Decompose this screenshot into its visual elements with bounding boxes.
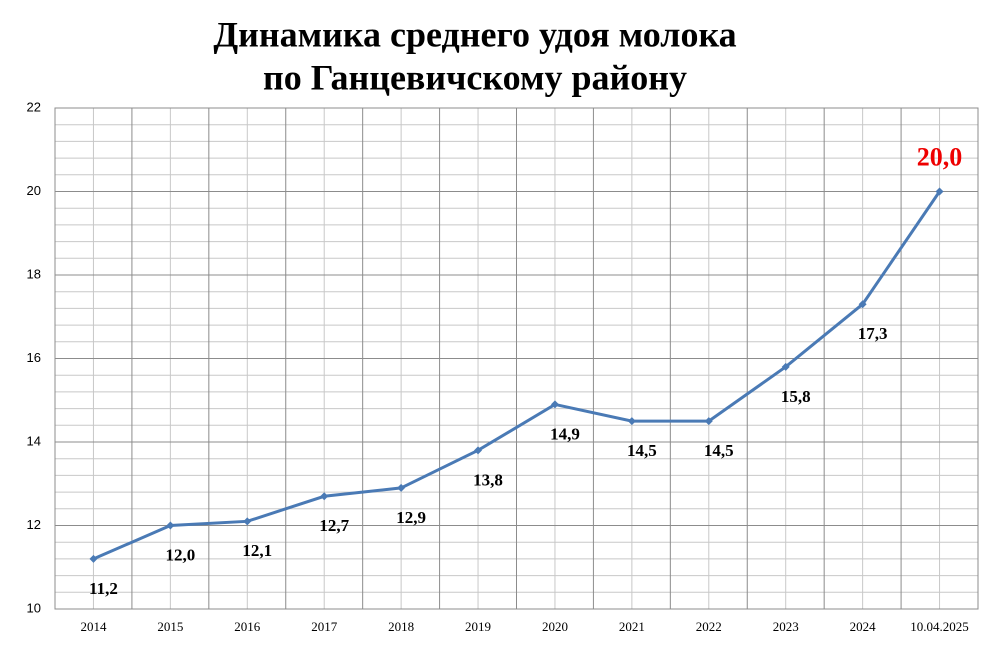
x-tick-label: 10.04.2025: [910, 619, 969, 634]
y-tick-label: 22: [27, 99, 41, 114]
point: [320, 492, 329, 501]
point: [550, 400, 559, 409]
point: [166, 521, 175, 530]
x-tick-label: 2018: [388, 619, 414, 634]
x-tick-label: 2024: [850, 619, 877, 634]
x-tick-label: 2020: [542, 619, 568, 634]
x-tick-label: 2014: [80, 619, 107, 634]
data-label: 12,1: [242, 541, 272, 560]
plot-border: [54, 107, 979, 610]
data-label: 13,8: [473, 470, 503, 489]
point: [704, 417, 713, 426]
x-tick-label: 2016: [234, 619, 261, 634]
data-label: 12,7: [319, 516, 349, 535]
y-tick-label: 12: [27, 517, 41, 532]
data-label: 12,9: [396, 508, 426, 527]
data-label: 11,2: [89, 579, 118, 598]
x-tick-label: 2021: [619, 619, 645, 634]
point: [89, 554, 98, 563]
point: [935, 187, 944, 196]
data-label: 14,5: [704, 441, 734, 460]
x-tick-label: 2017: [311, 619, 338, 634]
data-label: 14,5: [627, 441, 657, 460]
point: [627, 417, 636, 426]
chart-title: по Ганцевичскому району: [263, 57, 687, 97]
y-tick-label: 16: [27, 350, 41, 365]
point: [858, 300, 867, 309]
point: [397, 483, 406, 492]
line: [92, 190, 941, 561]
data-label: 20,0: [917, 142, 963, 171]
x-tick-label: 2019: [465, 619, 491, 634]
point: [474, 446, 483, 455]
data-label: 17,3: [858, 324, 888, 343]
y-tick-label: 18: [27, 266, 41, 281]
x-tick-label: 2023: [773, 619, 799, 634]
x-tick-label: 2015: [157, 619, 183, 634]
point: [243, 517, 252, 526]
data-label: 15,8: [781, 387, 811, 406]
y-tick-label: 14: [27, 433, 41, 448]
data-label: 14,9: [550, 424, 580, 443]
x-tick-label: 2022: [696, 619, 722, 634]
y-tick-label: 10: [27, 600, 41, 615]
data-label: 12,0: [166, 545, 196, 564]
point: [781, 362, 790, 371]
y-tick-label: 20: [27, 183, 41, 198]
chart-title: Динамика среднего удоя молока: [213, 14, 736, 54]
